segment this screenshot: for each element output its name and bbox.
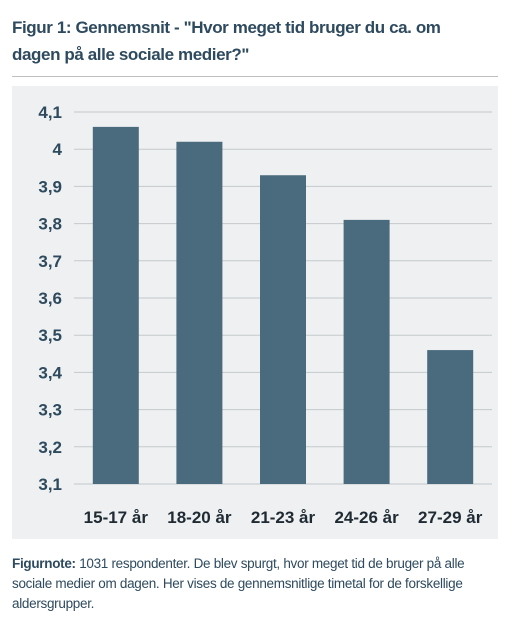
y-tick-label: 3,5	[38, 326, 62, 345]
bar	[260, 175, 306, 484]
bar	[343, 219, 390, 484]
x-category-label: 27-29 år	[418, 508, 483, 527]
y-tick-label: 3,1	[38, 475, 62, 494]
chart-title-question: "Hvor meget tid bruger du ca. om dagen p…	[12, 18, 441, 64]
x-category-label: 18-20 år	[167, 508, 232, 527]
y-tick-label: 4	[53, 140, 63, 159]
bar	[427, 350, 474, 484]
figure-note: Figurnote: 1031 respondenter. De blev sp…	[12, 554, 502, 614]
figure-note-prefix: Figurnote:	[12, 556, 80, 571]
y-tick-label: 3,7	[38, 252, 62, 271]
y-tick-label: 3,8	[38, 215, 62, 234]
y-tick-label: 3,4	[38, 363, 62, 382]
chart-title: Figur 1: Gennemsnit - "Hvor meget tid br…	[12, 14, 492, 68]
y-tick-label: 3,9	[38, 177, 62, 196]
title-divider	[12, 76, 498, 77]
y-tick-label: 3,3	[38, 401, 62, 420]
y-tick-label: 3,6	[38, 289, 62, 308]
x-category-label: 15-17 år	[84, 508, 149, 527]
x-category-label: 24-26 år	[334, 508, 399, 527]
bar	[176, 141, 223, 484]
chart-panel: 3,1 3,2 3,3 3,4 3,5 3,6 3,7 3,8 3,9 4 4,1 15-17 år…	[12, 86, 498, 539]
figure-note-text: 1031 respondenter. De blev spurgt, hvor …	[12, 556, 465, 611]
y-tick-label: 4,1	[38, 103, 62, 122]
bar	[92, 126, 139, 484]
bar-chart: 3,1 3,2 3,3 3,4 3,5 3,6 3,7 3,8 3,9 4 4,1 15-17 år…	[38, 103, 492, 527]
x-category-label: 21-23 år	[251, 508, 316, 527]
chart-title-prefix: Figur 1: Gennemsnit -	[12, 18, 184, 37]
y-tick-label: 3,2	[38, 438, 62, 457]
